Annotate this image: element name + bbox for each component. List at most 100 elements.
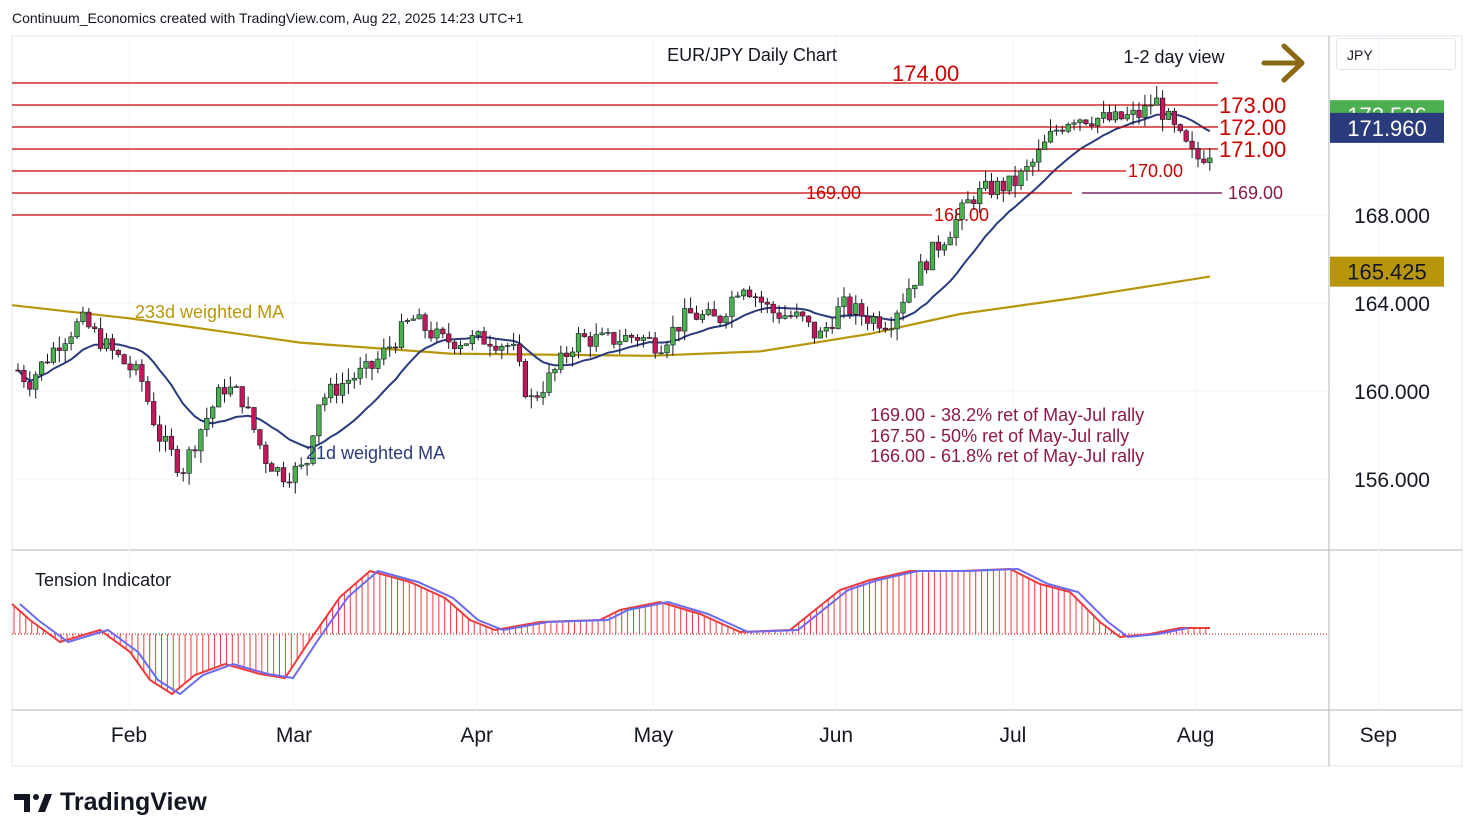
brand-footer: TradingView [14, 788, 207, 817]
candle [623, 334, 629, 342]
candle [1112, 111, 1118, 121]
candle [569, 351, 576, 357]
view-arrow-icon [1261, 43, 1305, 83]
candle [457, 345, 464, 349]
candle [328, 383, 334, 399]
candle [257, 429, 263, 446]
candle [788, 315, 794, 317]
candle [398, 321, 405, 348]
candle [204, 417, 210, 430]
candle [151, 401, 157, 426]
brand-name: TradingView [60, 788, 207, 816]
candle [216, 387, 222, 408]
candle [74, 321, 80, 338]
currency-label: JPY [1347, 47, 1373, 63]
candle [575, 333, 582, 353]
candle [1154, 97, 1160, 106]
fib-annotation-1: 169.00 - 38.2% ret of May-Jul rally [870, 405, 1144, 425]
time-tick-label: May [634, 724, 674, 747]
candle [741, 289, 747, 297]
candle [912, 284, 918, 290]
candle [98, 328, 104, 349]
candle [682, 308, 688, 332]
candle [103, 338, 110, 349]
candle [829, 326, 835, 329]
candle [263, 444, 269, 464]
candle [693, 312, 700, 320]
candle [888, 328, 894, 331]
candle [80, 311, 86, 323]
currency-selector[interactable]: JPY [1336, 38, 1456, 70]
candle [1207, 157, 1213, 163]
candle [540, 392, 546, 398]
candle [617, 341, 623, 345]
candle [162, 435, 169, 442]
candle [1036, 149, 1042, 163]
candle [1171, 110, 1177, 125]
candle [1071, 122, 1077, 125]
candle [982, 180, 989, 189]
candle [953, 219, 959, 238]
candle [664, 344, 670, 354]
candle [894, 312, 900, 330]
candle [38, 361, 45, 376]
candle [174, 449, 180, 473]
candle [1124, 114, 1130, 120]
candle [339, 383, 346, 396]
candle [286, 481, 293, 484]
level-label: 170.00 [1128, 161, 1183, 181]
candle [853, 303, 859, 315]
candle [316, 404, 322, 437]
candle [115, 350, 121, 355]
candle [239, 386, 245, 408]
candle [593, 334, 599, 347]
candle [687, 308, 694, 314]
candle [1106, 112, 1113, 121]
ma233-line [11, 275, 1211, 357]
candle [109, 338, 115, 351]
candle [127, 363, 133, 371]
candle [446, 333, 452, 343]
candle [1165, 110, 1172, 120]
candle [764, 301, 770, 305]
view-label: 1-2 day view [1123, 47, 1225, 67]
price-tick-label: 168.000 [1354, 205, 1430, 228]
candle [1130, 109, 1136, 115]
candle [752, 296, 759, 299]
candle [817, 330, 823, 339]
candle [794, 311, 800, 317]
candle [387, 346, 393, 349]
candle [923, 261, 930, 271]
tension-signal-line [19, 567, 1189, 696]
candle [1189, 140, 1195, 149]
candle [658, 352, 664, 355]
fib-annotation-2: 167.50 - 50% ret of May-Jul rally [870, 426, 1129, 446]
candle [870, 316, 877, 324]
price-axis: 168.000 164.000 160.000 156.000 [1354, 205, 1430, 492]
candle [369, 361, 375, 369]
candle [1012, 175, 1018, 187]
candle [416, 314, 422, 320]
candle [180, 472, 186, 474]
price-badge-label: 165.425 [1347, 260, 1427, 285]
candle [929, 241, 936, 271]
fib-annotation-3: 166.00 - 61.8% ret of May-Jul rally [870, 446, 1144, 466]
candle [345, 379, 352, 384]
candle [640, 337, 646, 341]
price-tick-label: 164.000 [1354, 293, 1430, 316]
candle [1136, 109, 1142, 118]
time-axis: Feb Mar Apr May Jun Jul Aug Sep [111, 724, 1397, 747]
candle [705, 309, 711, 315]
candle [44, 361, 51, 364]
candle [558, 352, 564, 370]
candle [634, 337, 641, 341]
candle [841, 296, 847, 308]
candle [333, 383, 340, 396]
candle [227, 386, 234, 395]
candle [50, 347, 56, 363]
candle [835, 306, 841, 329]
candle [941, 244, 947, 251]
candle [510, 343, 517, 346]
candle [1053, 129, 1059, 132]
time-tick-label: Apr [460, 724, 493, 747]
